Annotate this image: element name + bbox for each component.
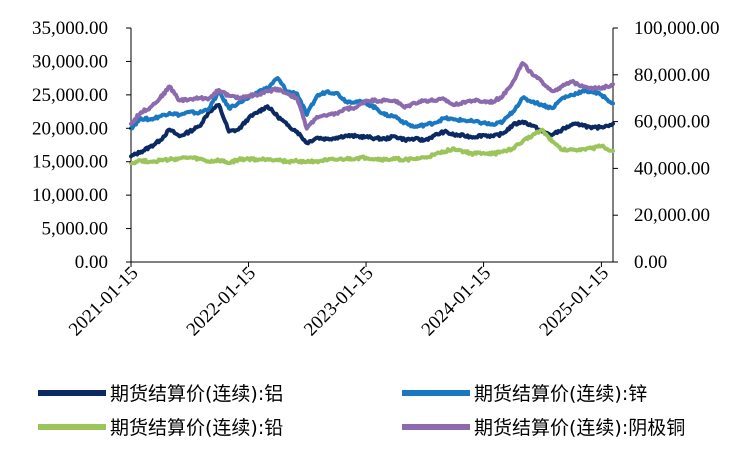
- left-y-tick-label: 35,000.00: [32, 18, 108, 39]
- legend-label-lead: 期货结算价(连续):铅: [110, 417, 283, 439]
- right-y-tick-label: 20,000.00: [634, 205, 710, 226]
- plot-area: [129, 28, 615, 263]
- left-y-tick-label: 15,000.00: [32, 152, 108, 173]
- legend-item-aluminum: 期货结算价(连续):铝: [38, 383, 283, 405]
- series-line-zinc: [129, 76, 615, 131]
- x-tick-labels: 2021-01-15 2022-01-15 2023-01-15 2024-01-15…: [65, 262, 613, 340]
- x-tick-label: 2023-01-15: [300, 263, 378, 341]
- x-tick-label: 2022-01-15: [183, 263, 261, 341]
- series-layer: [129, 61, 615, 166]
- series-line-lead: [129, 127, 615, 166]
- legend-label-copper: 期货结算价(连续):阴极铜: [474, 417, 685, 439]
- left-y-tick-label: 0.00: [75, 252, 108, 273]
- right-y-tick-label: 0.00: [634, 252, 667, 273]
- right-y-tick-label: 80,000.00: [634, 65, 710, 86]
- left-y-tick-label: 10,000.00: [32, 185, 108, 206]
- right-y-tick-label: 40,000.00: [634, 158, 710, 179]
- right-y-tick-label: 60,000.00: [634, 112, 710, 133]
- right-y-tick-label: 100,000.00: [634, 18, 720, 39]
- left-y-tick-label: 5,000.00: [42, 219, 109, 240]
- right-y-tick-labels: 0.00 20,000.00 40,000.00 60,000.00 80,000.00…: [613, 18, 720, 273]
- left-y-tick-label: 30,000.00: [32, 51, 108, 72]
- legend-label-zinc: 期货结算价(连续):锌: [474, 383, 647, 405]
- x-tick-label: 2025-01-15: [535, 263, 613, 341]
- series-line-aluminum: [129, 102, 615, 159]
- legend-item-zinc: 期货结算价(连续):锌: [402, 383, 647, 405]
- legend-item-copper: 期货结算价(连续):阴极铜: [402, 417, 685, 439]
- legend: 期货结算价(连续):铝 期货结算价(连续):锌 期货结算价(连续):铅 期货结算…: [38, 383, 685, 439]
- x-tick-label: 2021-01-15: [65, 263, 143, 341]
- x-tick-label: 2024-01-15: [418, 263, 496, 341]
- legend-item-lead: 期货结算价(连续):铅: [38, 417, 283, 439]
- series-line-copper: [129, 61, 615, 131]
- left-y-tick-label: 25,000.00: [32, 85, 108, 106]
- legend-label-aluminum: 期货结算价(连续):铝: [110, 383, 283, 405]
- left-y-tick-labels: 0.00 5,000.00 10,000.00 15,000.00 20,000.00 2…: [32, 18, 131, 273]
- left-y-tick-label: 20,000.00: [32, 118, 108, 139]
